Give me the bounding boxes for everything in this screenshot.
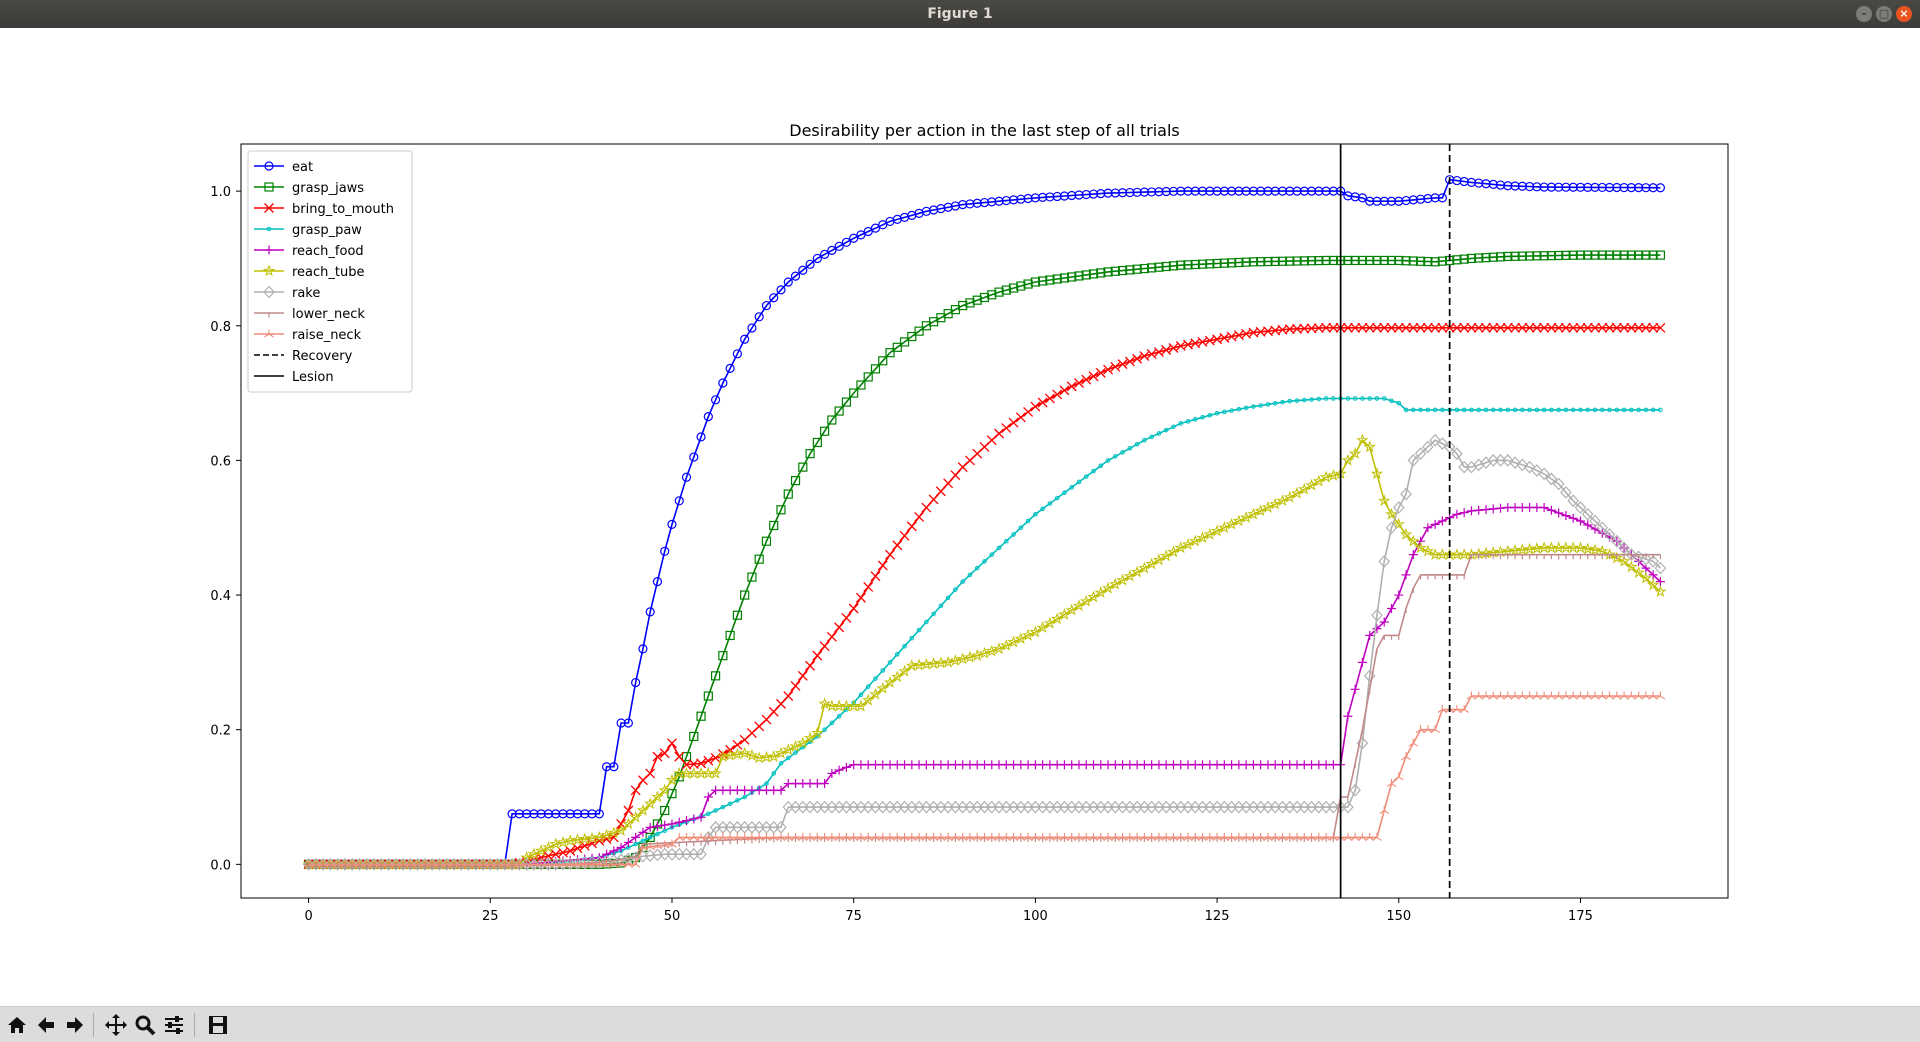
legend-label: lower_neck xyxy=(292,307,365,322)
series-markers xyxy=(303,691,1666,868)
series-line xyxy=(308,397,1661,866)
y-tick-label: 0.8 xyxy=(210,320,231,335)
series-line xyxy=(308,178,1661,866)
x-tick-label: 0 xyxy=(304,909,312,924)
legend-label: bring_to_mouth xyxy=(292,202,394,217)
home-icon[interactable] xyxy=(4,1012,30,1038)
legend-entry: lower_neck xyxy=(254,307,365,322)
legend-label: eat xyxy=(292,160,313,175)
zoom-icon[interactable] xyxy=(132,1012,158,1038)
legend: eat grasp_jaws bring_to_mouth grasp_pawreac… xyxy=(247,150,413,393)
window-controls: – □ × xyxy=(1856,6,1912,22)
legend-entry: Recovery xyxy=(254,349,353,364)
series-line xyxy=(308,438,1661,866)
legend-entry: eat xyxy=(254,160,313,175)
legend-label: raise_neck xyxy=(292,328,362,343)
maximize-icon[interactable]: □ xyxy=(1876,6,1892,22)
configure-icon[interactable] xyxy=(161,1012,187,1038)
legend-entry: reach_food xyxy=(254,244,364,259)
save-icon[interactable] xyxy=(205,1012,231,1038)
close-icon[interactable]: × xyxy=(1896,6,1912,22)
x-tick-label: 75 xyxy=(845,909,862,924)
y-tick-label: 1.0 xyxy=(210,185,231,200)
y-tick-label: 0.2 xyxy=(210,724,231,739)
legend-label: rake xyxy=(292,286,320,301)
legend-entry: reach_tube xyxy=(254,264,365,280)
legend-label: Lesion xyxy=(292,370,334,385)
legend-label: reach_food xyxy=(292,244,364,259)
legend-entry: grasp_jaws xyxy=(254,181,364,196)
window-titlebar: Figure 1 – □ × xyxy=(0,0,1920,28)
x-tick-label: 150 xyxy=(1386,909,1411,924)
legend-label: Recovery xyxy=(292,349,353,364)
forward-icon[interactable] xyxy=(62,1012,88,1038)
series-raise-neck xyxy=(303,691,1666,868)
window-title: Figure 1 xyxy=(927,6,993,22)
x-tick-label: 125 xyxy=(1205,909,1230,924)
y-tick-label: 0.6 xyxy=(210,454,231,469)
legend-entry: Lesion xyxy=(254,370,334,385)
x-tick-label: 175 xyxy=(1568,909,1593,924)
pan-icon[interactable] xyxy=(103,1012,129,1038)
figure-canvas: Desirability per action in the last step… xyxy=(0,28,1920,1006)
series-line xyxy=(308,439,1661,866)
navigation-toolbar xyxy=(0,1006,1920,1042)
series-markers xyxy=(302,433,1667,870)
series-reach-tube xyxy=(302,433,1667,870)
legend-entry: bring_to_mouth xyxy=(254,202,394,217)
toolbar-separator xyxy=(194,1013,195,1037)
legend-label: reach_tube xyxy=(292,265,365,280)
x-tick-label: 25 xyxy=(482,909,499,924)
legend-label: grasp_paw xyxy=(292,223,362,238)
x-tick-label: 100 xyxy=(1023,909,1048,924)
chart-title: Desirability per action in the last step… xyxy=(789,121,1179,140)
toolbar-separator xyxy=(93,1013,94,1037)
series-bring-to-mouth xyxy=(303,322,1666,870)
minimize-icon[interactable]: – xyxy=(1856,6,1872,22)
legend-entry: raise_neck xyxy=(254,328,362,343)
series-rake xyxy=(302,433,1667,871)
legend-entry: grasp_paw xyxy=(254,223,362,238)
x-tick-label: 50 xyxy=(664,909,681,924)
series-markers xyxy=(302,433,1667,871)
chart: Desirability per action in the last step… xyxy=(210,121,1729,924)
legend-box xyxy=(247,150,413,393)
series-markers xyxy=(303,322,1666,870)
axes-frame xyxy=(240,143,1729,899)
y-tick-label: 0.0 xyxy=(210,858,231,873)
back-icon[interactable] xyxy=(33,1012,59,1038)
legend-label: grasp_jaws xyxy=(292,181,364,196)
legend-entry: rake xyxy=(254,285,320,301)
plot-area xyxy=(302,175,1667,871)
y-tick-label: 0.4 xyxy=(210,589,231,604)
